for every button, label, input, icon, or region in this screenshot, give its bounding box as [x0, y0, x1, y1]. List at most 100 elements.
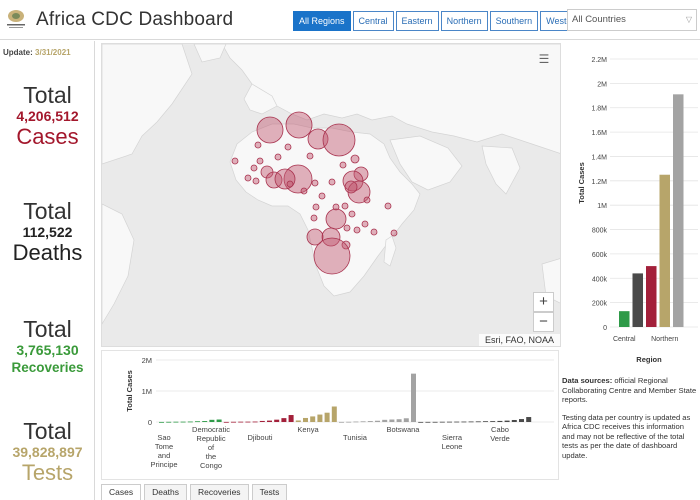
tab-cases[interactable]: Cases	[101, 484, 142, 500]
case-bubble[interactable]	[274, 168, 296, 190]
country-bar[interactable]	[202, 421, 208, 422]
country-bar[interactable]	[511, 419, 517, 422]
country-bar[interactable]	[483, 421, 488, 423]
case-bubble[interactable]	[306, 228, 324, 246]
country-bar[interactable]	[331, 406, 337, 423]
country-bar[interactable]	[461, 421, 467, 423]
case-bubble[interactable]	[311, 179, 319, 187]
case-bubble[interactable]	[348, 210, 356, 218]
case-bubble[interactable]	[350, 154, 360, 164]
case-bubble[interactable]	[322, 123, 356, 157]
country-bar[interactable]	[389, 419, 395, 422]
region-tab-central[interactable]: Central	[352, 11, 394, 31]
case-bubble[interactable]	[256, 157, 264, 165]
country-bar[interactable]	[504, 420, 510, 422]
case-bubble[interactable]	[390, 229, 398, 237]
case-bubble[interactable]	[283, 164, 313, 194]
country-bar[interactable]	[519, 419, 524, 422]
country-bar[interactable]	[209, 419, 215, 422]
case-bubble[interactable]	[254, 141, 262, 149]
case-bubble[interactable]	[343, 224, 351, 232]
country-bar[interactable]	[375, 420, 380, 422]
country-bar[interactable]	[475, 421, 481, 423]
country-bar[interactable]	[439, 421, 445, 423]
case-bubble[interactable]	[231, 157, 239, 165]
country-bar[interactable]	[159, 421, 164, 423]
country-bar[interactable]	[180, 421, 186, 423]
country-bar[interactable]	[238, 421, 244, 423]
country-bar[interactable]	[245, 421, 251, 423]
tab-tests[interactable]: Tests	[251, 484, 288, 500]
case-bubble[interactable]	[284, 143, 292, 151]
case-bubble[interactable]	[321, 227, 341, 247]
case-bubble[interactable]	[265, 171, 283, 189]
country-bar[interactable]	[396, 419, 402, 422]
case-bubble[interactable]	[313, 237, 351, 275]
case-bubble[interactable]	[250, 164, 258, 172]
case-bubble[interactable]	[344, 180, 358, 194]
country-bar[interactable]	[195, 421, 200, 423]
country-bar[interactable]	[231, 421, 236, 423]
region-bar[interactable]	[632, 273, 644, 327]
country-bar[interactable]	[403, 418, 409, 422]
zoom-out-button[interactable]: −	[533, 312, 554, 332]
case-bubble[interactable]	[384, 202, 392, 210]
country-bar[interactable]	[382, 419, 388, 422]
country-bar[interactable]	[367, 421, 373, 422]
case-bubble[interactable]	[328, 178, 336, 186]
country-bar[interactable]	[223, 421, 229, 423]
tab-recoveries[interactable]: Recoveries	[190, 484, 249, 500]
case-bubble[interactable]	[325, 208, 347, 230]
case-bubble[interactable]	[318, 192, 326, 200]
country-select[interactable]: All Countries ▽	[567, 9, 697, 31]
country-bar[interactable]	[216, 419, 222, 422]
case-bubble[interactable]	[244, 174, 252, 182]
country-bar[interactable]	[346, 421, 352, 423]
country-bar[interactable]	[432, 421, 438, 423]
layer-list-icon[interactable]: ☰	[538, 52, 550, 66]
country-bar[interactable]	[187, 421, 193, 423]
country-bar[interactable]	[281, 418, 287, 422]
case-bubble[interactable]	[286, 180, 294, 188]
case-bubble[interactable]	[252, 177, 260, 185]
region-tab-all[interactable]: All Regions	[293, 11, 351, 31]
country-bar[interactable]	[454, 421, 460, 423]
case-bubble[interactable]	[341, 202, 349, 210]
country-bar[interactable]	[418, 421, 424, 423]
region-bar[interactable]	[659, 174, 671, 327]
country-bar[interactable]	[411, 373, 416, 422]
region-tab-southern[interactable]: Southern	[489, 11, 539, 31]
case-bubble[interactable]	[300, 187, 308, 195]
region-bar[interactable]	[673, 94, 684, 327]
case-bubble[interactable]	[353, 226, 361, 234]
country-bar[interactable]	[310, 416, 316, 422]
country-bar[interactable]	[288, 415, 294, 422]
region-tab-eastern[interactable]: Eastern	[395, 11, 439, 31]
country-bar[interactable]	[497, 420, 503, 422]
case-bubble[interactable]	[285, 111, 313, 139]
country-bar[interactable]	[526, 417, 532, 422]
region-bar[interactable]	[619, 311, 630, 327]
country-bar[interactable]	[173, 421, 179, 423]
country-bar[interactable]	[303, 417, 308, 422]
map-view[interactable]: ☰ + − Esri, FAO, NOAA	[101, 43, 561, 347]
country-bar[interactable]	[339, 421, 344, 423]
country-bar[interactable]	[267, 420, 272, 422]
country-bar[interactable]	[295, 420, 301, 422]
case-bubble[interactable]	[339, 161, 347, 169]
country-bar[interactable]	[324, 412, 330, 422]
country-bar[interactable]	[353, 421, 359, 423]
country-bar[interactable]	[317, 414, 323, 422]
tab-deaths[interactable]: Deaths	[144, 484, 188, 500]
case-bubble[interactable]	[307, 128, 329, 150]
case-bubble[interactable]	[306, 152, 314, 160]
case-bubble[interactable]	[332, 203, 340, 211]
country-bar[interactable]	[360, 421, 366, 423]
case-bubble[interactable]	[256, 116, 284, 144]
case-bubble[interactable]	[310, 214, 318, 222]
case-bubble[interactable]	[274, 153, 282, 161]
country-bar[interactable]	[425, 421, 431, 423]
region-tab-northern[interactable]: Northern	[440, 11, 488, 31]
case-bubble[interactable]	[370, 228, 378, 236]
country-bar[interactable]	[447, 421, 452, 423]
